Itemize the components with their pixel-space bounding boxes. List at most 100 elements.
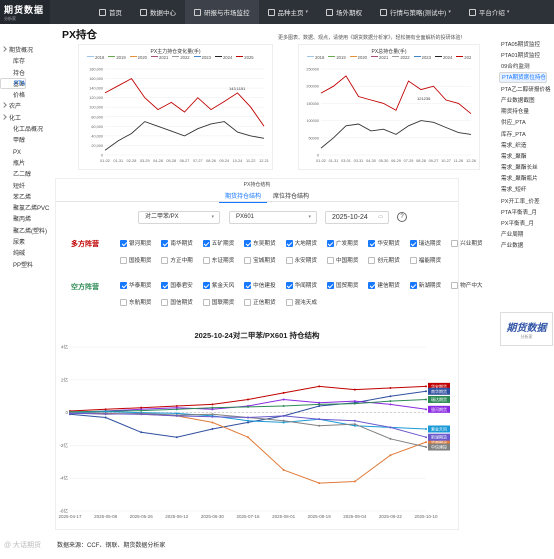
checkbox-box[interactable]	[161, 298, 169, 306]
legend-entry[interactable]: 2022	[172, 55, 190, 60]
firm-checkbox[interactable]: 银河期货	[120, 239, 151, 247]
nav-item[interactable]: 行情与策略(测试中) ▾	[371, 0, 460, 24]
right-sidebar-item[interactable]: 期货持仓量	[501, 109, 529, 116]
checkbox-box[interactable]	[120, 256, 127, 264]
legend-entry[interactable]: 2019	[108, 55, 126, 60]
sidebar-item[interactable]: 价格	[13, 93, 26, 100]
firm-checkbox[interactable]: 中国期货	[326, 256, 358, 264]
tab-seat-structure[interactable]: 席位持仓结构	[273, 194, 310, 200]
sidebar-item[interactable]: 甲醇	[13, 138, 26, 145]
sidebar-item[interactable]: 聚乙烯(塑料)	[13, 228, 47, 235]
firm-checkbox[interactable]: 中信建投	[244, 281, 276, 289]
nav-item[interactable]: 数据中心	[131, 0, 185, 24]
checkbox-box[interactable]	[161, 281, 169, 289]
sidebar-item[interactable]: 瓶片	[13, 160, 26, 167]
checkbox-box[interactable]	[120, 298, 127, 306]
checkbox-box[interactable]	[202, 239, 210, 247]
right-sidebar-item[interactable]: 需求_聚酯瓶片	[501, 176, 538, 183]
right-sidebar-item[interactable]: PTA05期货监控	[501, 42, 541, 48]
firm-checkbox[interactable]: 宝城期货	[244, 256, 276, 264]
firm-checkbox[interactable]: 华闻期货	[285, 281, 317, 289]
checkbox-box[interactable]	[451, 281, 459, 289]
firm-checkbox[interactable]: 瑞达期货	[409, 239, 441, 247]
firm-checkbox[interactable]: 建信期货	[368, 281, 400, 289]
sidebar-item[interactable]: 期货概况	[0, 46, 52, 57]
legend-entry[interactable]: 2018	[87, 55, 104, 60]
nav-item[interactable]: 场外期权	[317, 0, 371, 24]
firm-checkbox[interactable]: 方正中期	[161, 256, 193, 264]
sidebar-item[interactable]: 库存	[13, 59, 26, 66]
firm-checkbox[interactable]: 国信期货	[161, 298, 193, 306]
sidebar-item[interactable]: 苯乙烯	[13, 194, 32, 201]
firm-checkbox[interactable]: 国贸期货	[326, 281, 358, 289]
firm-checkbox[interactable]: 物产中大	[451, 281, 483, 289]
firm-checkbox[interactable]: 大地期货	[285, 239, 317, 247]
right-sidebar-item[interactable]: 需求_聚酯	[501, 153, 527, 160]
contract-select[interactable]: PX601 ▾	[229, 211, 317, 224]
brand-badge[interactable]: 期货数据 分析家	[500, 312, 553, 346]
right-sidebar-item[interactable]: 需求_织造	[501, 142, 527, 149]
checkbox-box[interactable]	[161, 256, 169, 264]
checkbox-box[interactable]	[409, 281, 417, 289]
legend-entry[interactable]: 2022	[392, 55, 410, 60]
tab-futures-structure[interactable]: 期货持仓结构	[219, 189, 268, 203]
legend-entry[interactable]: 2023	[413, 55, 431, 60]
right-sidebar-item[interactable]: PTA01期货监控	[501, 53, 541, 60]
sidebar-item[interactable]: PTA	[0, 78, 27, 90]
right-sidebar-item[interactable]: 产业数据截图	[501, 97, 535, 104]
checkbox-box[interactable]	[285, 256, 293, 264]
checkbox-box[interactable]	[120, 239, 127, 247]
sidebar-item[interactable]: 农产	[0, 102, 52, 113]
checkbox-box[interactable]	[409, 256, 417, 264]
app-logo[interactable]: 期货数据 分析家	[0, 0, 50, 24]
firm-checkbox[interactable]: 南华期货	[161, 239, 193, 247]
checkbox-box[interactable]	[326, 239, 334, 247]
nav-item[interactable]: 首页	[90, 0, 131, 24]
firm-checkbox[interactable]: 国泰君安	[161, 281, 193, 289]
checkbox-box[interactable]	[368, 256, 376, 264]
legend-entry[interactable]: 2020	[349, 55, 367, 60]
checkbox-box[interactable]	[202, 256, 210, 264]
firm-checkbox[interactable]: 国联期货	[202, 298, 234, 306]
sidebar-item[interactable]: PX	[13, 149, 22, 156]
right-sidebar-item[interactable]: PX平衡表_月	[501, 221, 534, 227]
firm-checkbox[interactable]: 五矿期货	[202, 239, 234, 247]
checkbox-box[interactable]	[202, 281, 210, 289]
checkbox-box[interactable]	[285, 298, 293, 306]
sidebar-item[interactable]: 持仓	[13, 70, 26, 77]
variety-select[interactable]: 对二甲苯/PX ▾	[138, 211, 220, 224]
legend-entry[interactable]: 2021	[370, 55, 388, 60]
sidebar-item[interactable]: 化工品概况	[13, 127, 44, 134]
right-sidebar-item[interactable]: PTA乙二醇研报价格	[501, 86, 551, 93]
date-input[interactable]: 2025-10-24 ▭	[325, 211, 389, 224]
sidebar-item[interactable]: 聚丙烯	[13, 217, 32, 224]
firm-checkbox[interactable]: 华安期货	[368, 239, 400, 247]
checkbox-box[interactable]	[244, 281, 252, 289]
checkbox-box[interactable]	[120, 281, 127, 289]
legend-entry[interactable]: 2018	[307, 55, 324, 60]
firm-checkbox[interactable]: 混沌天成	[285, 298, 317, 306]
firm-checkbox[interactable]: 福能期货	[409, 256, 441, 264]
right-sidebar-item[interactable]: 供应_PTA	[501, 120, 526, 127]
checkbox-box[interactable]	[285, 281, 293, 289]
firm-checkbox[interactable]: 国投期货	[120, 256, 151, 264]
checkbox-box[interactable]	[451, 239, 459, 247]
firm-checkbox[interactable]: 广发期货	[326, 239, 358, 247]
firm-checkbox[interactable]: 东证期货	[202, 256, 234, 264]
sidebar-item[interactable]: 聚氯乙烯PVC	[13, 206, 50, 213]
sidebar-item[interactable]: 基差	[13, 81, 26, 88]
right-sidebar-item[interactable]: 库存_PTA	[501, 131, 526, 138]
nav-item[interactable]: 平台介绍 ▾	[460, 0, 519, 24]
sidebar-item[interactable]: PP塑料	[13, 262, 34, 269]
firm-checkbox[interactable]: 东吴期货	[244, 239, 276, 247]
right-sidebar-item[interactable]: 需求_聚酯长丝	[501, 165, 538, 172]
legend-entry[interactable]: 2023	[193, 55, 211, 60]
right-sidebar-item[interactable]: 产业周期	[501, 232, 524, 239]
help-icon[interactable]: ?	[397, 212, 407, 222]
checkbox-box[interactable]	[368, 281, 376, 289]
checkbox-box[interactable]	[326, 256, 334, 264]
firm-checkbox[interactable]: 创元期货	[368, 256, 400, 264]
legend-entry[interactable]: 2021	[150, 55, 168, 60]
nav-item[interactable]: 研报与市场监控	[185, 0, 259, 24]
right-sidebar-item[interactable]: PX开工率_价差	[501, 198, 540, 205]
